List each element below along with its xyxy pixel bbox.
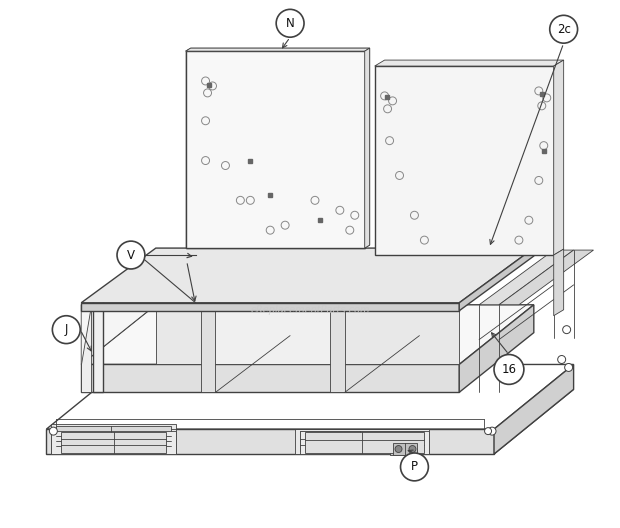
Polygon shape xyxy=(554,60,564,255)
Polygon shape xyxy=(46,429,494,454)
Circle shape xyxy=(494,354,524,384)
Polygon shape xyxy=(46,364,574,429)
Polygon shape xyxy=(185,51,365,248)
Circle shape xyxy=(563,326,570,334)
Polygon shape xyxy=(93,300,103,392)
Polygon shape xyxy=(365,48,370,248)
Polygon shape xyxy=(392,443,417,455)
Polygon shape xyxy=(93,293,113,300)
Polygon shape xyxy=(211,305,340,364)
Polygon shape xyxy=(374,60,564,66)
Polygon shape xyxy=(295,429,430,454)
Circle shape xyxy=(276,10,304,37)
Polygon shape xyxy=(46,389,574,454)
Polygon shape xyxy=(300,431,425,451)
Polygon shape xyxy=(56,426,170,451)
Circle shape xyxy=(395,446,402,452)
Polygon shape xyxy=(81,303,459,311)
Polygon shape xyxy=(340,305,459,364)
Polygon shape xyxy=(61,432,166,453)
Text: J: J xyxy=(64,323,68,336)
Polygon shape xyxy=(459,305,534,392)
Circle shape xyxy=(401,453,428,481)
Polygon shape xyxy=(330,295,345,392)
Polygon shape xyxy=(305,432,425,453)
Circle shape xyxy=(565,363,573,371)
Circle shape xyxy=(52,316,80,344)
Circle shape xyxy=(550,15,578,43)
Circle shape xyxy=(50,427,57,435)
Text: N: N xyxy=(286,17,294,30)
Polygon shape xyxy=(81,305,156,364)
Polygon shape xyxy=(374,66,554,255)
Polygon shape xyxy=(81,305,534,364)
Polygon shape xyxy=(201,295,216,392)
Circle shape xyxy=(412,448,417,454)
Polygon shape xyxy=(389,447,419,455)
Polygon shape xyxy=(494,364,574,454)
Text: P: P xyxy=(411,460,418,474)
Polygon shape xyxy=(156,305,211,364)
Polygon shape xyxy=(51,424,175,454)
Polygon shape xyxy=(459,248,534,311)
Polygon shape xyxy=(365,48,370,248)
Polygon shape xyxy=(51,431,175,454)
Text: 16: 16 xyxy=(502,363,516,376)
Text: eReplacementParts.com: eReplacementParts.com xyxy=(250,305,370,315)
Polygon shape xyxy=(479,250,574,305)
Circle shape xyxy=(488,427,496,435)
Polygon shape xyxy=(185,51,365,248)
Circle shape xyxy=(117,241,145,269)
Circle shape xyxy=(485,428,492,435)
Polygon shape xyxy=(554,249,564,316)
Text: V: V xyxy=(127,249,135,261)
Polygon shape xyxy=(81,248,534,303)
Polygon shape xyxy=(300,431,430,454)
Polygon shape xyxy=(185,48,370,51)
Text: 2c: 2c xyxy=(557,23,570,36)
Circle shape xyxy=(409,446,416,452)
Circle shape xyxy=(397,448,402,454)
Polygon shape xyxy=(185,48,370,51)
Polygon shape xyxy=(499,250,593,305)
Circle shape xyxy=(558,355,565,363)
Polygon shape xyxy=(81,305,91,392)
Polygon shape xyxy=(81,364,459,392)
